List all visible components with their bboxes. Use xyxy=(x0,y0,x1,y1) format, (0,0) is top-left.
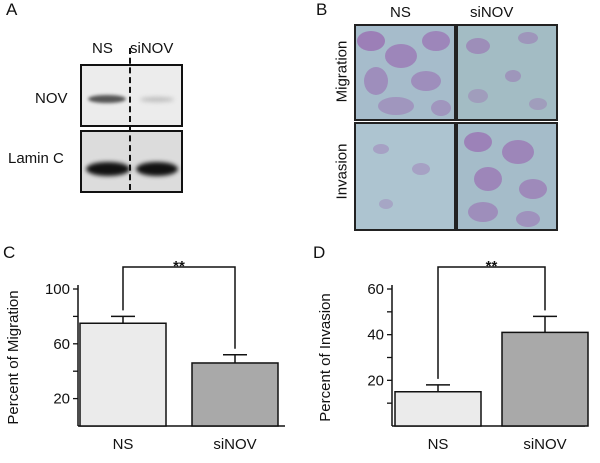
panel-b-col-sinov: siNOV xyxy=(470,4,514,21)
invasion-chart: 20 40 60 Percent of Invasion NS siNOV ** xyxy=(317,258,589,453)
stain-pattern xyxy=(458,124,556,229)
bar-ns xyxy=(394,391,482,427)
micrograph-invasion-sinov xyxy=(456,122,558,231)
panel-b-col-ns: NS xyxy=(390,4,411,21)
nov-blot xyxy=(80,64,183,127)
micrograph-migration-ns xyxy=(354,24,456,121)
stain-pattern xyxy=(356,26,454,119)
micrograph-migration-sinov xyxy=(456,24,558,121)
migration-ylabel: Percent of Migration xyxy=(5,290,22,424)
y-tick-label: 20 xyxy=(367,372,384,389)
panel-a-row-nov: NOV xyxy=(35,90,68,107)
x-tick-label-ns: NS xyxy=(428,436,449,453)
x-tick-label-sinov: siNOV xyxy=(213,436,256,453)
stain-pattern xyxy=(458,26,556,119)
lamin-c-blot xyxy=(80,130,183,193)
panel-b-row-migration: Migration xyxy=(333,40,351,103)
nov-band-ns xyxy=(88,95,126,103)
x-tick-label-sinov: siNOV xyxy=(523,436,566,453)
lamin-band-sinov xyxy=(136,162,178,176)
bar-ns xyxy=(79,322,167,427)
panel-a-lane-ns: NS xyxy=(92,40,113,57)
x-tick-label-ns: NS xyxy=(113,436,134,453)
y-tick-label: 20 xyxy=(53,391,70,408)
invasion-ylabel: Percent of Invasion xyxy=(317,293,334,421)
y-tick-label: 40 xyxy=(367,327,384,344)
panel-a-letter: A xyxy=(6,0,18,19)
y-tick-label: 100 xyxy=(45,281,70,298)
stain-pattern xyxy=(356,124,454,229)
panel-c-letter: C xyxy=(3,243,16,262)
panel-d-letter: D xyxy=(313,243,326,262)
panel-a-lane-sinov: siNOV xyxy=(130,40,174,57)
panel-a-row-lamin-c: Lamin C xyxy=(8,150,64,167)
lane-divider xyxy=(129,48,131,190)
significance-bracket xyxy=(437,266,546,379)
lamin-band-ns xyxy=(86,162,130,176)
y-tick-label: 60 xyxy=(53,336,70,353)
migration-chart: 20 60 100 Percent of Migration NS siNOV ** xyxy=(5,258,285,453)
significance-bracket xyxy=(122,266,236,349)
y-tick-label: 60 xyxy=(367,281,384,298)
panel-b-row-invasion: Invasion xyxy=(333,143,351,200)
bar-sinov xyxy=(191,362,279,427)
bar-sinov xyxy=(501,331,589,427)
significance-marker: ** xyxy=(173,258,185,275)
nov-band-sinov xyxy=(140,97,174,102)
panel-b-letter: B xyxy=(316,0,328,19)
micrograph-invasion-ns xyxy=(354,122,456,231)
significance-marker: ** xyxy=(486,258,498,275)
